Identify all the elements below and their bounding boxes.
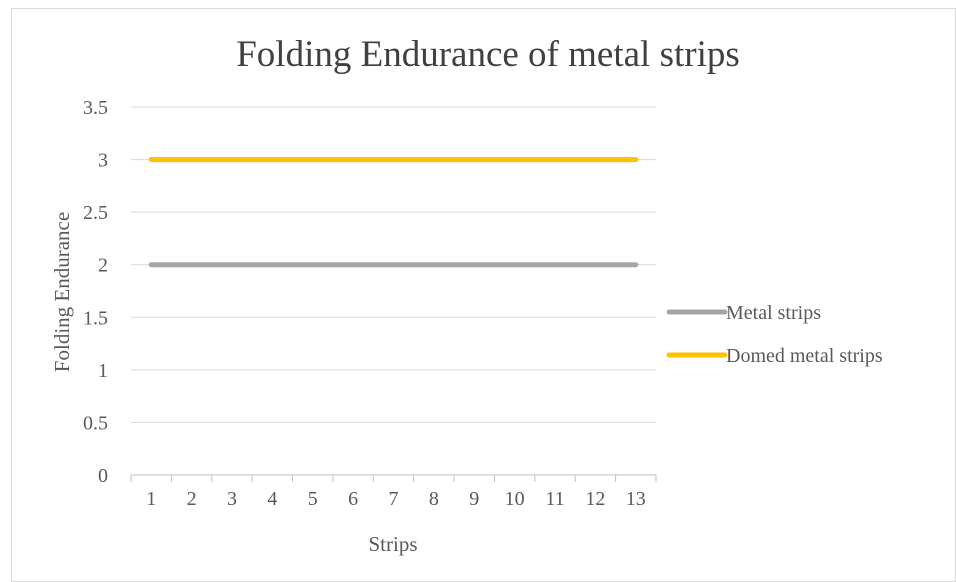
chart-frame: [11, 8, 956, 582]
y-tick-label: 1.5: [83, 307, 108, 329]
legend: Metal strips Domed metal strips: [666, 302, 883, 367]
x-tick-label: 6: [348, 488, 358, 510]
y-tick-label: 2: [98, 255, 108, 277]
x-tick-label: 7: [389, 488, 399, 510]
y-axis-ticks: 0 0.5 1 1.5 2 2.5 3 3.5: [83, 97, 108, 487]
legend-label: Metal strips: [726, 302, 821, 324]
y-axis-title: Folding Endurance: [50, 212, 74, 372]
legend-label: Domed metal strips: [726, 345, 883, 367]
x-tick-label: 13: [626, 488, 646, 510]
x-tick-label: 8: [429, 488, 439, 510]
y-tick-label: 0.5: [83, 412, 108, 434]
x-tick-label: 5: [308, 488, 318, 510]
series-lines: [148, 157, 639, 268]
y-tick-label: 0: [98, 465, 108, 487]
x-tick-label: 4: [267, 488, 277, 510]
x-tick-label: 11: [545, 488, 564, 510]
y-tick-label: 3.5: [83, 97, 108, 119]
y-tick-label: 3: [98, 150, 108, 172]
x-tick-label: 1: [146, 488, 156, 510]
x-tick-label: 9: [469, 488, 479, 510]
chart-title: Folding Endurance of metal strips: [236, 34, 740, 75]
y-tick-label: 2.5: [83, 202, 108, 224]
x-axis-ticks: 1 2 3 4 5 6 7 8 9 10 11 12 13: [130, 475, 657, 510]
x-tick-label: 3: [227, 488, 237, 510]
x-tick-label: 2: [187, 488, 197, 510]
y-tick-label: 1: [98, 360, 108, 382]
x-tick-label: 10: [505, 488, 525, 510]
x-tick-label: 12: [585, 488, 605, 510]
x-axis-title: Strips: [368, 532, 417, 556]
